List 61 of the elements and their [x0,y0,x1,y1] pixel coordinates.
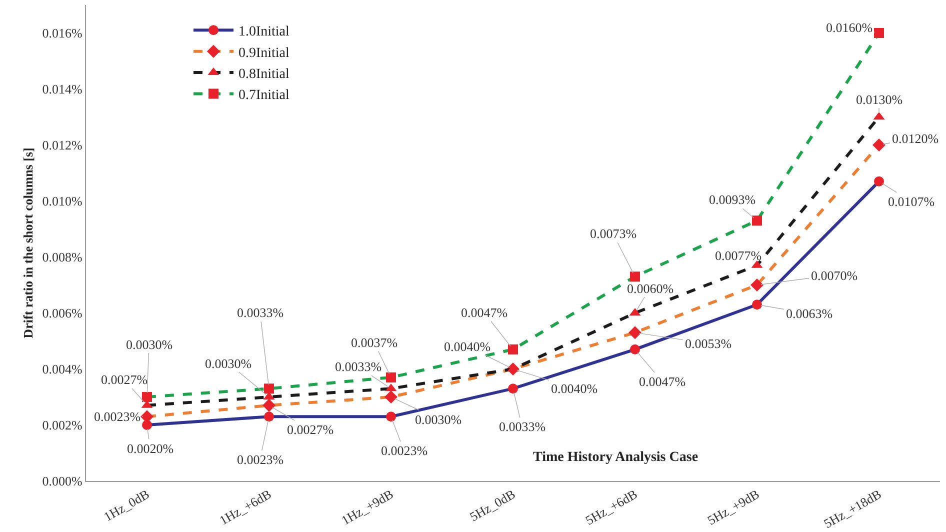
point [872,138,886,152]
point [752,300,762,310]
point [628,326,642,340]
point [264,412,274,422]
y-tick-label: 0.008% [42,250,83,265]
data-label: 0.0107% [888,194,935,209]
point [750,278,764,292]
data-label: 0.0023% [94,409,141,424]
data-label: 0.0033% [499,419,546,434]
data-label: 0.0030% [205,356,252,371]
point [262,398,276,412]
data-label: 0.0023% [237,452,284,467]
point [874,176,884,186]
data-label: 0.0160% [826,20,873,35]
point [384,390,398,404]
data-label: 0.0120% [892,131,939,146]
data-label: 0.0020% [127,441,174,456]
data-label: 0.0053% [685,336,732,351]
point [386,412,396,422]
point [508,384,518,394]
data-label: 0.0047% [639,374,686,389]
data-label: 0.0073% [590,226,637,241]
y-tick-label: 0.000% [42,474,83,489]
y-tick-label: 0.014% [42,82,83,97]
data-label: 0.0077% [715,248,762,263]
data-label: 0.0060% [627,281,674,296]
data-label: 0.0033% [335,359,382,374]
point [752,216,762,226]
data-label: 0.0130% [856,92,903,107]
data-label: 0.0093% [709,192,756,207]
y-tick-label: 0.016% [42,26,83,41]
data-label: 0.0063% [786,306,833,321]
point [508,344,518,354]
data-label: 0.0027% [287,422,334,437]
data-label: 0.0033% [237,305,284,320]
data-label: 0.0030% [415,412,462,427]
legend-label: 0.8Initial [238,66,290,82]
y-tick-label: 0.012% [42,138,83,153]
y-tick-label: 0.006% [42,306,83,321]
legend-label: 0.7Initial [238,88,290,104]
data-label: 0.0037% [351,335,398,350]
data-label: 0.0030% [126,337,173,352]
data-label: 0.0040% [444,339,491,354]
x-axis-title: Time History Analysis Case [533,450,698,465]
data-label: 0.0027% [101,372,148,387]
y-tick-label: 0.002% [42,418,83,433]
data-label: 0.0070% [811,268,858,283]
point [264,384,274,394]
point [630,344,640,354]
data-label: 0.0040% [551,381,598,396]
point [874,28,884,38]
data-label: 0.0023% [381,443,428,458]
data-label: 0.0047% [461,305,508,320]
point [142,392,152,402]
legend-label: 0.9Initial [238,46,290,61]
legend-label: 1.0Initial [238,24,290,40]
point [630,272,640,282]
y-tick-label: 0.004% [42,362,83,377]
y-tick-label: 0.010% [42,194,83,209]
point [386,372,396,382]
y-axis-title: Drift ratio in the short columns [s] [20,148,36,338]
